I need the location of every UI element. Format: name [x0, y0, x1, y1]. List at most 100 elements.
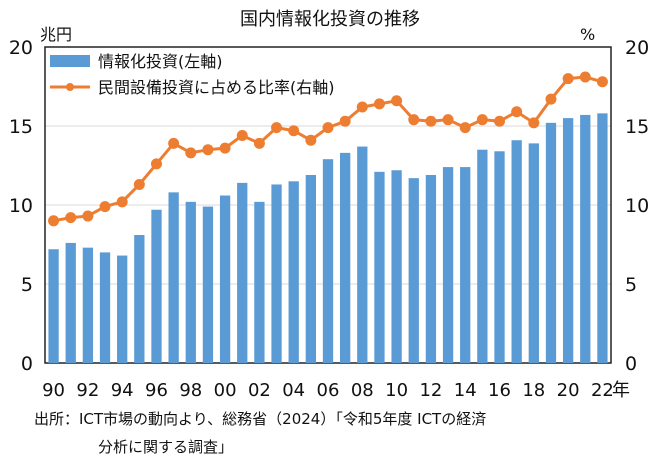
ratio-point — [305, 134, 317, 146]
bar — [597, 113, 608, 363]
bar — [322, 159, 334, 363]
bar — [340, 152, 351, 363]
bar — [460, 167, 471, 363]
left-y-tick-label: 5 — [21, 274, 33, 296]
bar — [357, 146, 368, 363]
bar — [494, 151, 505, 363]
ratio-point — [339, 115, 351, 127]
ratio-point — [442, 114, 454, 126]
right-axis-unit: % — [580, 25, 595, 44]
ratio-point — [322, 122, 334, 134]
x-tick-label: 92 — [76, 380, 99, 401]
bar — [168, 192, 179, 363]
x-tick-label: 22 — [591, 380, 614, 401]
bar — [562, 118, 574, 363]
bar — [425, 174, 437, 363]
bar — [442, 167, 454, 363]
ratio-point — [133, 178, 145, 190]
ratio-point — [236, 129, 248, 141]
right-y-tick-label: 20 — [625, 37, 649, 59]
ratio-point — [545, 93, 557, 105]
bar — [219, 195, 231, 363]
x-tick-label: 00 — [214, 380, 237, 401]
x-tick-label: 10 — [385, 380, 408, 401]
bar — [48, 249, 59, 363]
bar — [477, 149, 488, 363]
ratio-point — [373, 98, 385, 110]
bar — [511, 140, 522, 363]
ratio-point — [408, 114, 420, 126]
ratio-point — [271, 122, 283, 134]
bar — [254, 201, 265, 363]
ratio-point — [562, 73, 574, 85]
ratio-point — [476, 114, 488, 126]
bar — [117, 255, 128, 363]
x-tick-label: 04 — [282, 380, 305, 401]
bar — [528, 143, 539, 363]
legend-line-marker — [66, 83, 74, 91]
ratio-point — [150, 158, 162, 170]
bar — [305, 174, 316, 363]
source-line-2: 分析に関する調査」 — [98, 438, 234, 456]
bar — [545, 122, 557, 363]
bar — [271, 184, 282, 363]
x-tick-label: 12 — [419, 380, 442, 401]
ratio-point — [494, 115, 506, 127]
year-suffix: 年 — [612, 380, 630, 401]
ratio-point — [288, 125, 300, 137]
legend-bar-swatch — [50, 55, 90, 67]
ratio-point — [82, 210, 94, 222]
legend: 情報化投資(左軸) 民間設備投資に占める比率(右軸) — [50, 52, 335, 97]
source-line-1: 出所：ICT市場の動向より、総務省（2024）「令和5年度 ICTの経済 — [34, 410, 487, 428]
left-y-tick-label: 10 — [9, 195, 33, 217]
bar — [65, 242, 76, 363]
ratio-point — [253, 137, 265, 149]
bar — [99, 252, 111, 363]
ratio-point — [459, 122, 471, 134]
x-tick-label: 98 — [179, 380, 202, 401]
chart-title: 国内情報化投資の推移 — [240, 9, 420, 30]
ratio-point — [356, 101, 368, 113]
x-tick-label: 02 — [248, 380, 271, 401]
x-tick-label: 16 — [488, 380, 511, 401]
legend-bar-label: 情報化投資(左軸) — [98, 52, 223, 71]
bar — [237, 182, 248, 363]
bar — [134, 235, 145, 363]
bar — [374, 171, 385, 363]
x-tick-label: 20 — [557, 380, 580, 401]
ratio-point — [48, 215, 60, 227]
x-tick-label: 18 — [522, 380, 545, 401]
ratio-point — [219, 142, 231, 154]
left-y-tick-label: 20 — [9, 37, 33, 59]
x-tick-label: 14 — [454, 380, 477, 401]
left-y-tick-label: 0 — [21, 353, 33, 375]
ratio-point — [596, 76, 608, 88]
right-y-tick-label: 0 — [625, 353, 637, 375]
bar — [580, 114, 591, 363]
right-y-tick-label: 5 — [625, 274, 637, 296]
bar — [185, 201, 196, 363]
ratio-point — [391, 95, 403, 107]
right-y-tick-label: 10 — [625, 195, 649, 217]
bar — [408, 178, 419, 363]
x-tick-label: 08 — [351, 380, 374, 401]
x-tick-label: 06 — [317, 380, 340, 401]
ratio-point — [185, 147, 197, 159]
x-tick-label: 94 — [111, 380, 134, 401]
x-tick-label: 96 — [145, 380, 168, 401]
ratio-point — [511, 106, 523, 118]
left-axis-unit: 兆円 — [40, 25, 72, 44]
ratio-point — [99, 201, 111, 213]
bar — [288, 181, 299, 363]
bar — [82, 247, 94, 363]
ratio-point — [202, 144, 214, 156]
bar — [151, 209, 162, 363]
left-y-tick-label: 15 — [9, 116, 33, 138]
ratio-point — [425, 115, 437, 127]
ratio-point — [65, 212, 77, 224]
ratio-point — [579, 71, 591, 83]
x-tick-label: 90 — [42, 380, 65, 401]
right-y-tick-label: 15 — [625, 116, 649, 138]
